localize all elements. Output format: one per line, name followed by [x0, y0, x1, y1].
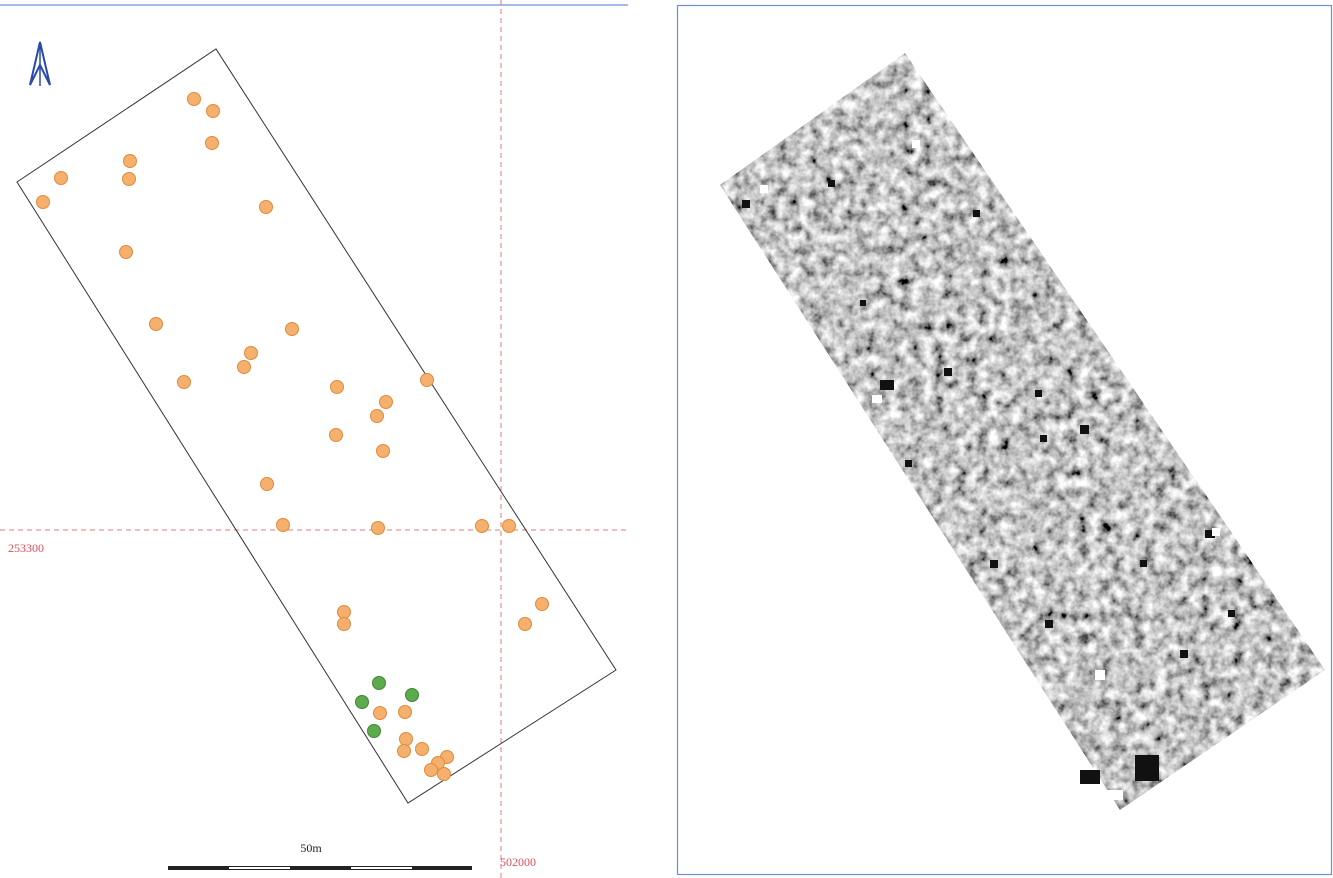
easting-label: 502000: [500, 855, 536, 869]
figure: 253300 502000 50m: [0, 0, 1333, 878]
north-arrow: [30, 42, 50, 86]
northing-label: 253300: [8, 541, 44, 555]
scale-bar: [168, 866, 472, 870]
survey-area: [17, 49, 616, 803]
find-points: [37, 93, 549, 781]
page: 253300 502000 50m: [0, 0, 1333, 878]
scale-label: 50m: [300, 841, 322, 855]
